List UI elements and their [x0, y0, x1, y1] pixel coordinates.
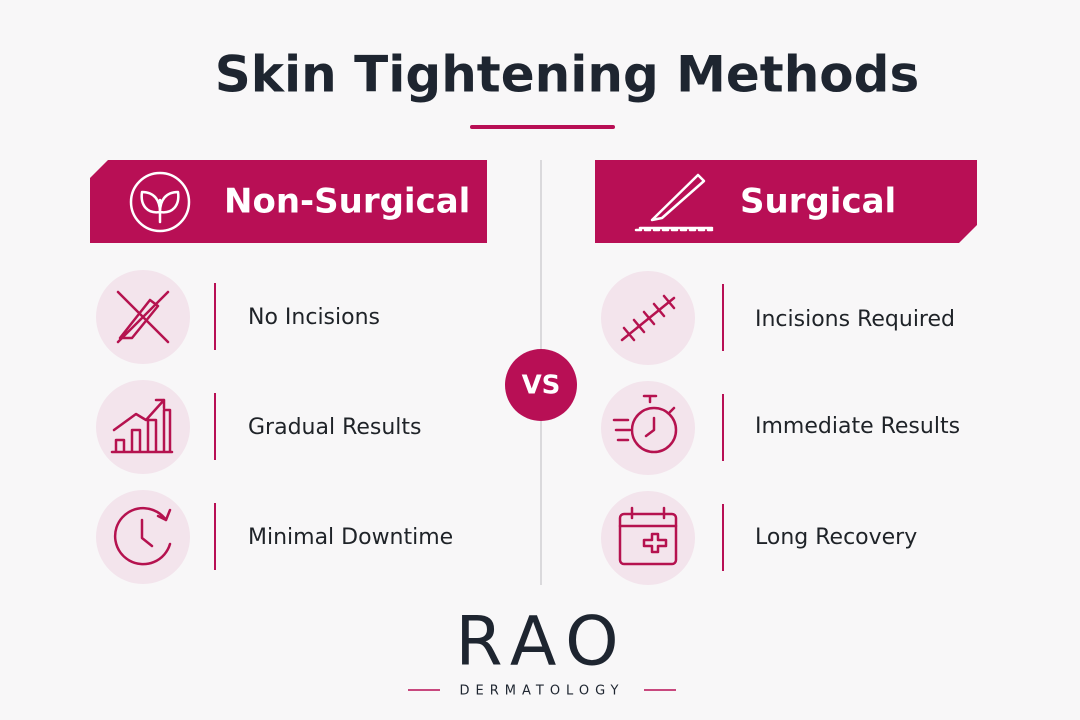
row: Minimal Downtime: [96, 490, 453, 584]
logo-name: RAO: [455, 603, 628, 682]
title-underline: [470, 125, 615, 129]
row: Gradual Results: [96, 380, 422, 474]
heading: Surgical: [740, 182, 896, 222]
leaf-icon: [129, 171, 191, 233]
item-label: Gradual Results: [248, 415, 422, 440]
logo-subtitle: DERMATOLOGY: [460, 684, 625, 699]
item-label: Long Recovery: [755, 525, 917, 550]
title: Skin Tightening Methods: [215, 46, 919, 104]
row: No Incisions: [96, 270, 380, 364]
heading: Non-Surgical: [224, 182, 470, 222]
vs-label: VS: [522, 371, 561, 401]
item-label: Incisions Required: [755, 307, 955, 332]
row: Immediate Results: [601, 381, 960, 475]
row: Long Recovery: [601, 491, 917, 585]
item-label: Immediate Results: [755, 414, 960, 439]
item-label: No Incisions: [248, 305, 380, 330]
row: Incisions Required: [601, 271, 955, 365]
item-label: Minimal Downtime: [248, 525, 453, 550]
vs-badge: [505, 349, 577, 421]
banner: [90, 160, 487, 243]
scalpel-icon: [634, 173, 714, 232]
